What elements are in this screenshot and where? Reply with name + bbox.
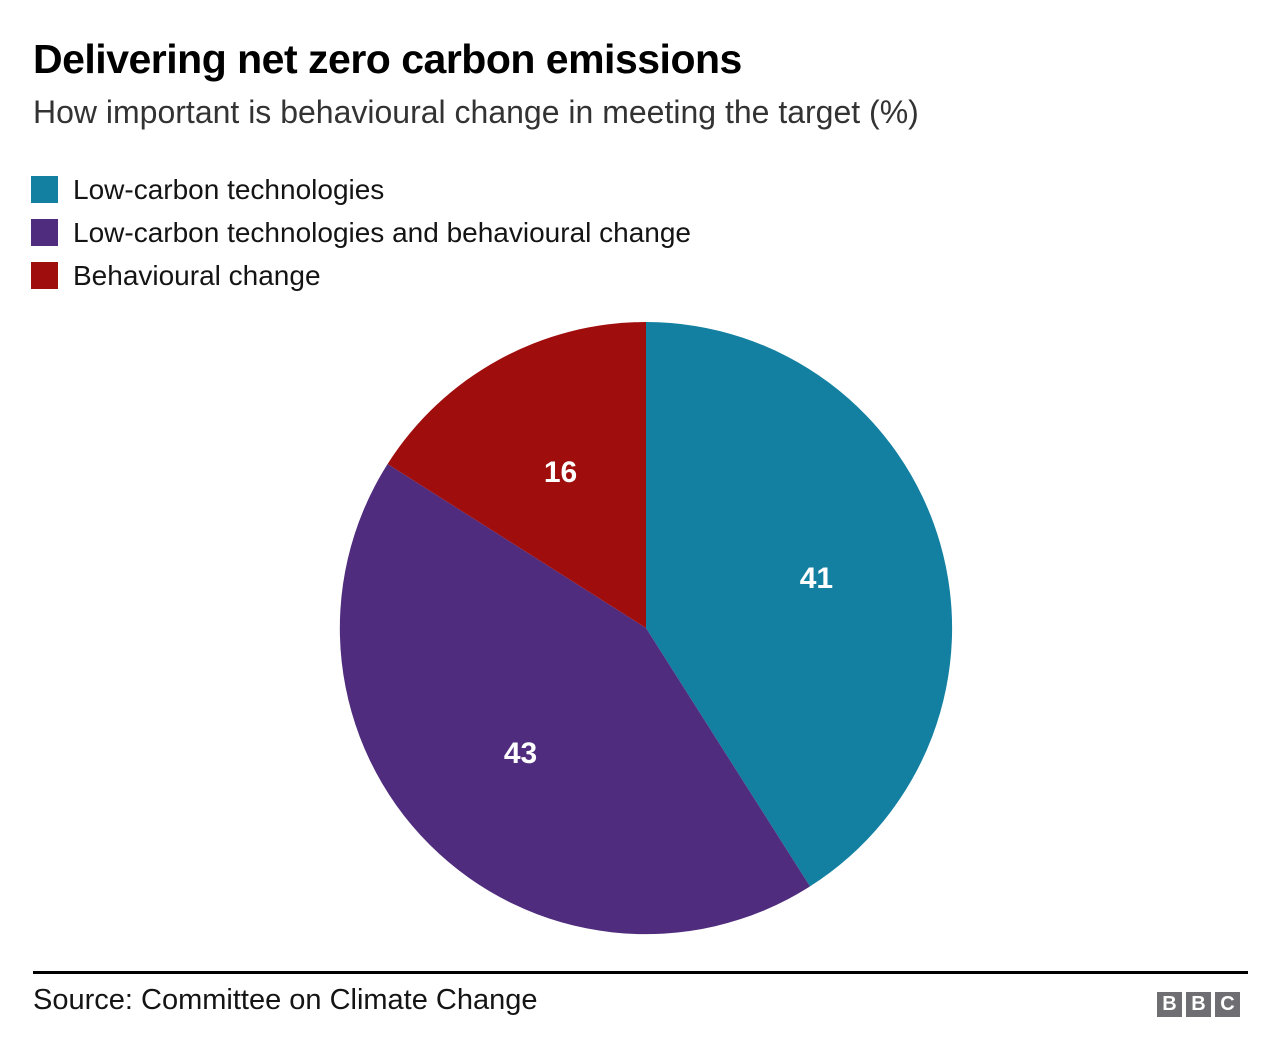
pie-slice [387,322,646,628]
bbc-logo-block-b2: B [1186,992,1211,1017]
pie-chart: 41 43 16 [339,322,953,935]
bbc-logo: B B C [1157,992,1240,1017]
legend-label: Behavioural change [73,259,321,291]
legend-swatch [31,262,58,289]
bbc-logo-block-c: C [1215,992,1240,1017]
legend: Low-carbon technologies Low-carbon techno… [31,173,691,305]
legend-swatch [31,219,58,246]
pie-slice [646,322,953,887]
legend-label: Low-carbon technologies [73,173,385,205]
footer-divider [33,971,1248,974]
legend-item: Low-carbon technologies [31,173,691,205]
legend-label: Low-carbon technologies and behavioural … [73,216,691,248]
legend-item: Behavioural change [31,259,691,291]
bbc-logo-block-b1: B [1157,992,1182,1017]
pie-value-label: 41 [800,562,833,595]
source-text: Source: Committee on Climate Change [33,984,538,1016]
pie-value-label: 16 [544,456,577,489]
pie-slice [339,464,810,935]
legend-item: Low-carbon technologies and behavioural … [31,216,691,248]
chart-subtitle: How important is behavioural change in m… [33,94,919,130]
chart-title: Delivering net zero carbon emissions [33,36,742,82]
pie-value-label: 43 [504,737,537,770]
legend-swatch [31,176,58,203]
